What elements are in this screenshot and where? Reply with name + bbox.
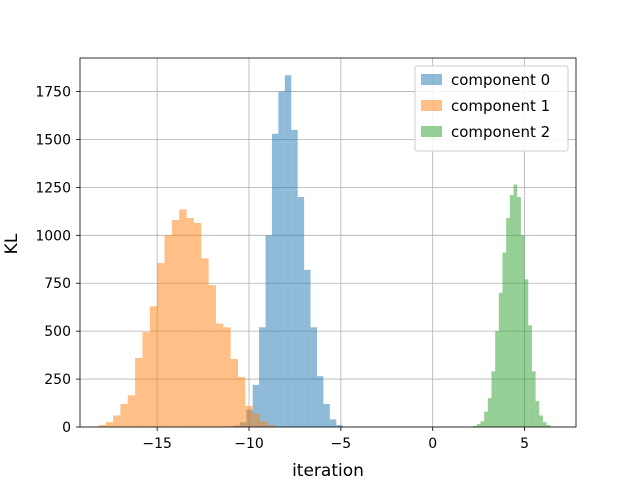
histogram-bar bbox=[517, 196, 521, 427]
histogram-bars bbox=[98, 75, 554, 427]
histogram-bar bbox=[120, 403, 128, 427]
histogram-bar bbox=[546, 425, 551, 427]
histogram-bar bbox=[252, 413, 261, 427]
histogram-bar bbox=[260, 421, 268, 427]
histogram-bar bbox=[271, 133, 279, 427]
histogram-bar bbox=[208, 285, 216, 427]
y-tick-label: 1500 bbox=[35, 132, 71, 148]
histogram-bar bbox=[193, 222, 202, 427]
legend-swatch bbox=[421, 100, 442, 111]
histogram-bar bbox=[127, 395, 136, 427]
y-tick-label: 0 bbox=[62, 420, 71, 436]
histogram-bar bbox=[542, 422, 547, 427]
histogram-bar bbox=[259, 327, 266, 427]
histogram-bar bbox=[284, 75, 292, 427]
legend-box bbox=[414, 65, 569, 152]
histogram-bar bbox=[237, 377, 246, 427]
x-axis-label: iteration bbox=[292, 461, 364, 480]
legend-item: component 2 bbox=[421, 123, 550, 141]
histogram-bar bbox=[171, 219, 180, 427]
legend: component 0 component 1 component 2 bbox=[414, 65, 569, 152]
x-tick-label: 0 bbox=[428, 436, 437, 452]
histogram-bar bbox=[528, 325, 532, 427]
histogram-bar bbox=[531, 371, 536, 427]
axes-frame bbox=[79, 57, 577, 428]
histogram-bar bbox=[473, 426, 477, 427]
y-axis-ticks: 0 250 500 750 1000 1250 1500 1750 bbox=[35, 85, 80, 436]
histogram-bar bbox=[105, 422, 114, 427]
histogram-bar bbox=[291, 129, 298, 427]
histogram-bar bbox=[297, 196, 305, 427]
x-tick-label: −15 bbox=[142, 436, 172, 452]
histogram-bar bbox=[223, 327, 231, 427]
histogram-bar bbox=[164, 235, 172, 427]
x-tick-label: −5 bbox=[331, 436, 352, 452]
histogram-bar bbox=[135, 357, 143, 427]
legend-item: component 0 bbox=[421, 71, 550, 89]
histogram-bar bbox=[215, 323, 224, 427]
histogram-bar bbox=[502, 252, 507, 427]
legend-swatch bbox=[421, 126, 442, 137]
legend-swatch bbox=[421, 74, 442, 85]
histogram-bar bbox=[149, 306, 158, 427]
histogram-bar bbox=[524, 279, 529, 427]
legend-label: component 2 bbox=[451, 123, 550, 141]
y-tick-label: 1000 bbox=[35, 228, 71, 244]
y-tick-label: 250 bbox=[44, 372, 71, 388]
histogram-bar bbox=[267, 425, 275, 427]
y-tick-label: 1750 bbox=[35, 85, 71, 101]
histogram-bar bbox=[498, 292, 503, 427]
series-2 bbox=[473, 184, 554, 427]
histogram-bar bbox=[539, 415, 543, 427]
plot-frame bbox=[79, 57, 577, 428]
series-1 bbox=[98, 209, 275, 427]
x-tick-label: −10 bbox=[234, 436, 264, 452]
histogram-bar bbox=[487, 398, 492, 427]
histogram-bar bbox=[336, 425, 343, 427]
histogram-bar bbox=[329, 419, 337, 427]
histogram-bar bbox=[535, 401, 540, 427]
histogram-bar bbox=[491, 371, 496, 427]
histogram-bar bbox=[316, 376, 324, 427]
histogram-bar bbox=[201, 258, 209, 427]
histogram-bar bbox=[265, 235, 272, 427]
y-tick-label: 1250 bbox=[35, 180, 71, 196]
y-tick-label: 750 bbox=[44, 276, 71, 292]
histogram-bar bbox=[304, 269, 311, 427]
histogram-bar bbox=[480, 421, 485, 427]
histogram-bar bbox=[509, 195, 514, 427]
histogram-bar bbox=[230, 358, 238, 427]
series-0 bbox=[226, 75, 343, 427]
histogram-bar bbox=[252, 384, 260, 427]
histogram-bar bbox=[245, 405, 253, 427]
histogram-bar bbox=[520, 235, 525, 427]
legend-label: component 1 bbox=[451, 97, 550, 115]
histogram-bar bbox=[113, 415, 121, 427]
y-axis-label: KL bbox=[2, 233, 22, 254]
histogram-bar bbox=[323, 403, 330, 427]
histogram-bar bbox=[157, 263, 165, 427]
legend-item: component 1 bbox=[421, 97, 550, 115]
y-tick-label: 500 bbox=[44, 324, 71, 340]
histogram-bar bbox=[310, 327, 317, 427]
histogram-bar bbox=[476, 424, 481, 427]
histogram-bar bbox=[495, 331, 499, 427]
histogram-bar bbox=[98, 425, 106, 427]
histogram-bar bbox=[142, 332, 150, 427]
histogram-bar bbox=[186, 218, 194, 427]
histogram-bar bbox=[506, 218, 510, 427]
histogram-bar bbox=[278, 91, 285, 427]
x-axis-ticks: −15 −10 −5 0 5 bbox=[142, 427, 529, 452]
legend-label: component 0 bbox=[451, 71, 550, 89]
histogram-bar bbox=[484, 411, 488, 427]
x-tick-label: 5 bbox=[520, 436, 529, 452]
histogram-bar bbox=[513, 184, 518, 427]
histogram-bar bbox=[179, 209, 187, 427]
